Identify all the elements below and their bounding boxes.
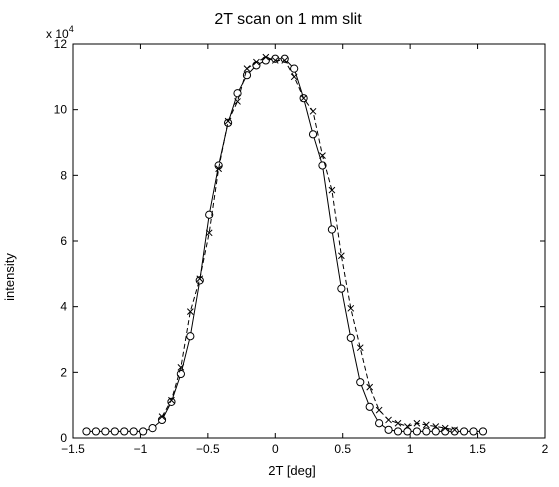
data-point: [91, 427, 101, 436]
data-point: [459, 427, 469, 436]
data-point: [205, 210, 214, 219]
data-point: [469, 427, 478, 436]
data-point: [280, 54, 289, 63]
data-point: [215, 165, 222, 173]
y-tick-label: 8: [60, 168, 67, 182]
series-layer: [82, 53, 488, 436]
y-tick-label: 4: [60, 300, 67, 314]
y-tick-label: 6: [60, 234, 67, 248]
data-point: [309, 107, 317, 115]
data-point: [120, 427, 129, 436]
data-point: [290, 64, 299, 73]
data-point: [308, 130, 318, 139]
data-point: [186, 332, 195, 341]
data-point: [327, 225, 337, 234]
x-tick-label: 1: [407, 442, 414, 456]
series-2: [158, 53, 458, 434]
data-point: [252, 61, 261, 70]
data-point: [196, 275, 204, 283]
data-point: [347, 304, 355, 312]
y-axis-label: intensity: [2, 253, 17, 301]
x-tick-label: −1.5: [61, 442, 85, 456]
data-point: [375, 406, 383, 414]
series-1: [82, 54, 488, 436]
data-point: [234, 98, 241, 105]
chart-title: 2T scan on 1 mm slit: [214, 11, 362, 28]
data-point: [271, 57, 279, 64]
data-point: [441, 424, 449, 432]
data-point: [478, 427, 488, 436]
x-tick-label: 0.5: [334, 442, 351, 456]
data-point: [168, 396, 175, 404]
data-point: [233, 89, 242, 98]
y-tick-label: 0: [60, 431, 67, 445]
y-exponent-power: 4: [69, 24, 74, 34]
data-point: [346, 333, 355, 342]
plot-frame: [72, 43, 546, 439]
y-tick-label: 12: [54, 37, 68, 51]
y-tick-label: 10: [54, 103, 68, 117]
data-point: [129, 427, 138, 436]
data-point: [158, 413, 166, 421]
axis-ticks: −1.5 −1 −0.5 0 0.5 1 1.5 2 0 2 4 6 8 10 12: [54, 37, 549, 456]
data-point: [385, 416, 392, 424]
data-point: [356, 378, 365, 387]
data-point: [262, 53, 270, 61]
data-point: [337, 284, 346, 293]
data-point: [432, 423, 440, 430]
x-tick-label: −0.5: [196, 442, 220, 456]
data-point: [224, 117, 232, 125]
data-point: [223, 118, 233, 127]
y-exponent-base: x 10: [46, 27, 69, 41]
data-point: [384, 425, 393, 434]
data-point: [450, 427, 459, 436]
data-point: [253, 58, 260, 66]
data-point: [139, 427, 148, 436]
x-axis-label: 2T [deg]: [268, 463, 315, 478]
x-tick-label: 1.5: [469, 442, 486, 456]
data-point: [404, 423, 411, 430]
y-tick-label: 2: [60, 365, 67, 379]
data-point: [375, 419, 384, 428]
x-tick-label: −1: [134, 442, 148, 456]
y-exponent-label: x 104: [46, 24, 74, 41]
series-1-line: [86, 58, 483, 432]
data-point: [205, 229, 213, 237]
x-tick-label: 0: [272, 442, 279, 456]
x-tick-label: 2: [542, 442, 549, 456]
data-point: [290, 73, 298, 81]
data-point: [300, 94, 307, 102]
data-point: [110, 427, 119, 436]
data-point: [366, 383, 374, 391]
data-point: [319, 152, 326, 159]
data-point: [422, 421, 430, 429]
data-point: [412, 427, 421, 436]
data-point: [177, 364, 185, 371]
data-point: [82, 427, 91, 436]
data-point: [281, 57, 289, 64]
data-point: [271, 54, 280, 63]
data-point: [393, 427, 403, 436]
data-point: [328, 186, 336, 194]
data-point: [101, 427, 110, 436]
series-2-line: [161, 56, 455, 431]
data-point: [242, 71, 252, 80]
data-point: [338, 252, 345, 260]
data-point: [431, 427, 440, 436]
data-point: [186, 308, 194, 315]
data-point: [422, 427, 431, 436]
data-point: [365, 402, 374, 411]
data-point: [403, 427, 412, 436]
data-point: [157, 415, 167, 425]
data-point: [413, 419, 421, 427]
data-point: [394, 419, 402, 427]
data-point: [148, 424, 157, 433]
data-point: [356, 344, 364, 352]
data-point: [451, 426, 458, 434]
data-point: [243, 65, 251, 72]
plot-area: [72, 43, 546, 439]
